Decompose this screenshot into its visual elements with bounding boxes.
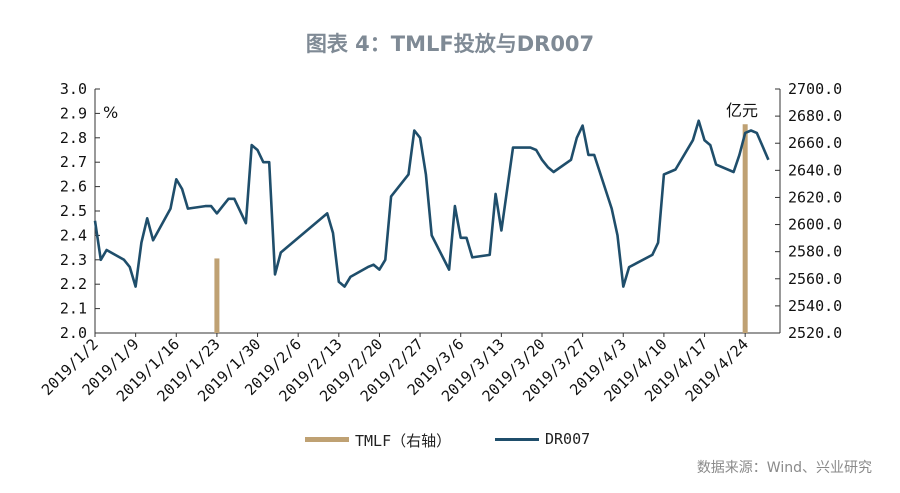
right-tick-label: 2560.0 <box>788 270 842 288</box>
left-tick-label: 2.2 <box>60 275 87 293</box>
tmlf-bar <box>742 124 748 333</box>
right-tick-label: 2600.0 <box>788 216 842 234</box>
right-tick-label: 2640.0 <box>788 161 842 179</box>
left-tick-label: 2.4 <box>60 226 87 244</box>
right-tick-label: 2620.0 <box>788 188 842 206</box>
chart-title: 图表 4：TMLF投放与DR007 <box>305 32 595 56</box>
legend-label-dr007: DR007 <box>545 430 591 448</box>
left-tick-label: 2.3 <box>60 251 87 269</box>
legend-swatch-dr007 <box>495 438 539 441</box>
right-tick-label: 2580.0 <box>788 243 842 261</box>
legend-label-tmlf: TMLF（右轴） <box>355 432 452 450</box>
right-tick-label: 2520.0 <box>788 324 842 342</box>
left-axis-unit: % <box>103 103 118 122</box>
right-tick-label: 2540.0 <box>788 297 842 315</box>
right-axis-unit: 亿元 <box>726 101 758 120</box>
left-tick-label: 3.0 <box>60 80 87 98</box>
left-tick-label: 2.8 <box>60 129 87 147</box>
right-tick-label: 2660.0 <box>788 134 842 152</box>
left-tick-label: 2.0 <box>60 324 87 342</box>
tmlf-bar <box>214 258 220 333</box>
source-note: 数据来源：Wind、兴业研究 <box>696 460 872 476</box>
right-tick-label: 2700.0 <box>788 80 842 98</box>
right-tick-label: 2680.0 <box>788 107 842 125</box>
dr007-line <box>93 119 770 288</box>
left-tick-label: 2.9 <box>60 104 87 122</box>
left-tick-label: 2.7 <box>60 153 87 171</box>
left-tick-label: 2.6 <box>60 178 87 196</box>
left-tick-label: 2.5 <box>60 202 87 220</box>
left-tick-label: 2.1 <box>60 300 87 318</box>
legend-swatch-tmlf <box>305 437 349 442</box>
